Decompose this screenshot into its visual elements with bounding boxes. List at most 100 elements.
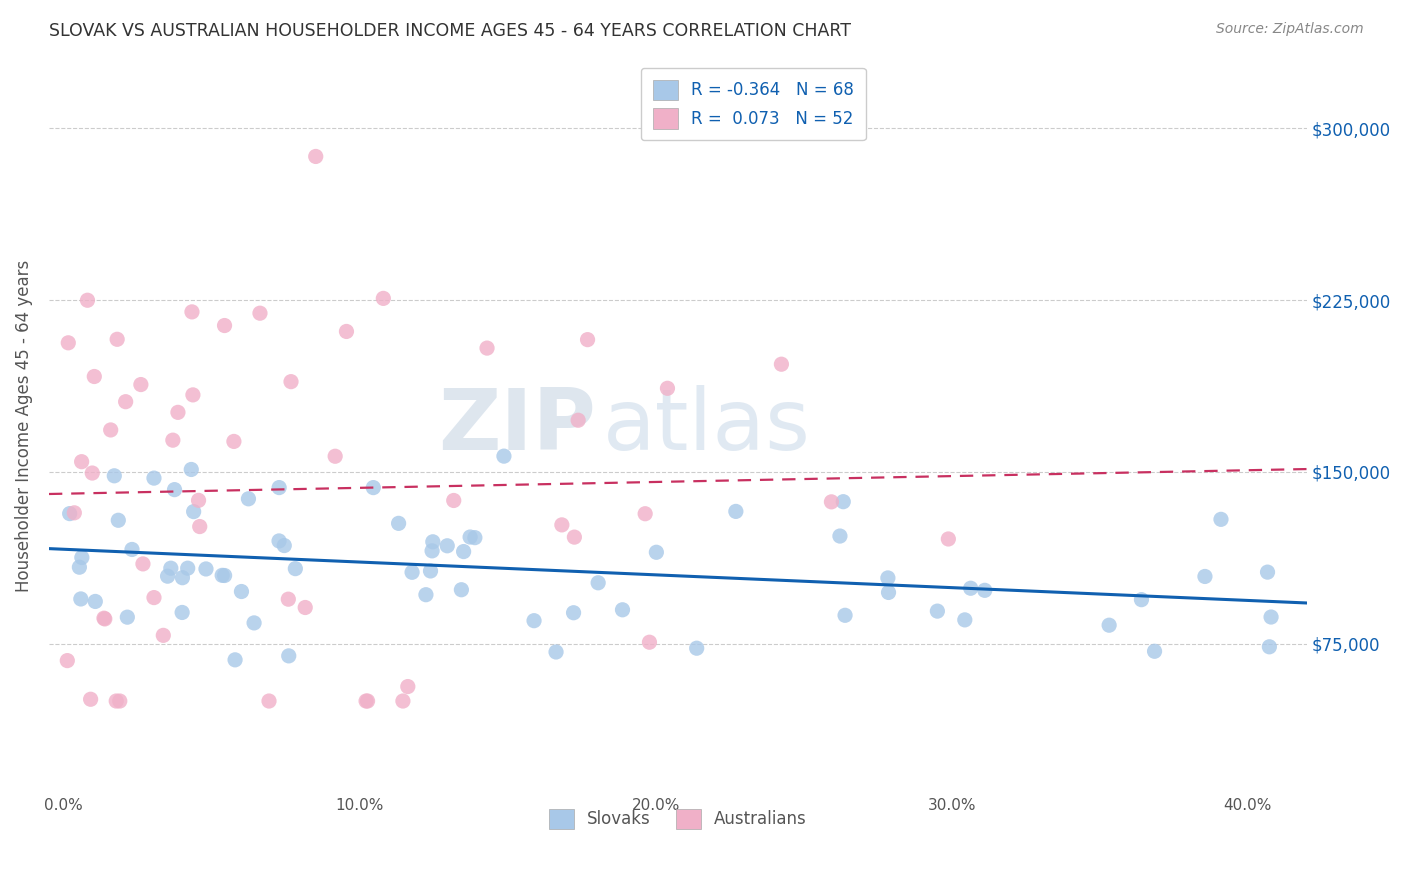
- Point: [82, 466, 104, 480]
- Point: [877, 585, 900, 599]
- Point: [156, 569, 179, 583]
- Point: [143, 591, 166, 605]
- Point: [305, 149, 328, 163]
- Point: [820, 495, 842, 509]
- Point: [938, 532, 960, 546]
- Point: [1098, 618, 1121, 632]
- Point: [132, 557, 155, 571]
- Point: [183, 505, 205, 519]
- Point: [475, 341, 498, 355]
- Point: [181, 388, 204, 402]
- Point: [231, 584, 253, 599]
- Point: [56, 654, 79, 668]
- Point: [267, 533, 290, 548]
- Text: ZIP: ZIP: [439, 384, 596, 467]
- Point: [323, 449, 346, 463]
- Point: [284, 561, 307, 575]
- Point: [238, 491, 260, 506]
- Point: [354, 694, 377, 708]
- Point: [108, 694, 131, 708]
- Point: [356, 694, 378, 708]
- Legend: Slovaks, Australians: Slovaks, Australians: [543, 802, 814, 836]
- Point: [243, 615, 266, 630]
- Point: [638, 635, 661, 649]
- Point: [105, 332, 128, 346]
- Point: [834, 608, 856, 623]
- Point: [187, 493, 209, 508]
- Point: [100, 423, 122, 437]
- Point: [277, 592, 299, 607]
- Point: [162, 433, 184, 447]
- Point: [832, 494, 855, 508]
- Point: [396, 680, 419, 694]
- Point: [69, 591, 91, 606]
- Point: [177, 561, 200, 575]
- Point: [63, 506, 86, 520]
- Point: [280, 375, 302, 389]
- Point: [222, 434, 245, 449]
- Point: [363, 481, 385, 495]
- Point: [59, 507, 82, 521]
- Point: [93, 611, 115, 625]
- Point: [121, 542, 143, 557]
- Point: [257, 694, 280, 708]
- Point: [453, 544, 475, 558]
- Point: [373, 292, 395, 306]
- Point: [634, 507, 657, 521]
- Point: [83, 369, 105, 384]
- Point: [645, 545, 668, 559]
- Point: [562, 606, 585, 620]
- Point: [143, 471, 166, 485]
- Point: [58, 335, 80, 350]
- Point: [458, 530, 481, 544]
- Point: [214, 318, 236, 333]
- Point: [1209, 512, 1232, 526]
- Point: [67, 560, 90, 574]
- Point: [211, 568, 233, 582]
- Point: [959, 581, 981, 595]
- Point: [277, 648, 299, 663]
- Point: [180, 462, 202, 476]
- Point: [927, 604, 949, 618]
- Point: [567, 413, 589, 427]
- Point: [273, 539, 295, 553]
- Point: [172, 606, 194, 620]
- Point: [973, 583, 995, 598]
- Point: [551, 517, 574, 532]
- Point: [188, 519, 211, 533]
- Point: [392, 694, 415, 708]
- Point: [167, 405, 190, 419]
- Text: Source: ZipAtlas.com: Source: ZipAtlas.com: [1216, 22, 1364, 37]
- Point: [436, 539, 458, 553]
- Point: [94, 612, 117, 626]
- Point: [564, 530, 586, 544]
- Y-axis label: Householder Income Ages 45 - 64 years: Householder Income Ages 45 - 64 years: [15, 260, 32, 592]
- Point: [419, 564, 441, 578]
- Point: [443, 493, 465, 508]
- Point: [269, 481, 291, 495]
- Point: [194, 562, 217, 576]
- Point: [1130, 592, 1153, 607]
- Point: [79, 692, 101, 706]
- Point: [249, 306, 271, 320]
- Point: [1143, 644, 1166, 658]
- Point: [70, 455, 93, 469]
- Point: [129, 377, 152, 392]
- Point: [724, 504, 747, 518]
- Point: [294, 600, 316, 615]
- Point: [1194, 569, 1216, 583]
- Point: [828, 529, 851, 543]
- Point: [105, 694, 128, 708]
- Point: [214, 568, 236, 582]
- Point: [420, 544, 443, 558]
- Point: [388, 516, 411, 531]
- Point: [117, 610, 139, 624]
- Point: [1260, 610, 1282, 624]
- Point: [401, 566, 423, 580]
- Point: [172, 571, 194, 585]
- Point: [70, 550, 93, 565]
- Point: [657, 381, 679, 395]
- Point: [114, 394, 136, 409]
- Point: [152, 628, 174, 642]
- Point: [492, 449, 515, 463]
